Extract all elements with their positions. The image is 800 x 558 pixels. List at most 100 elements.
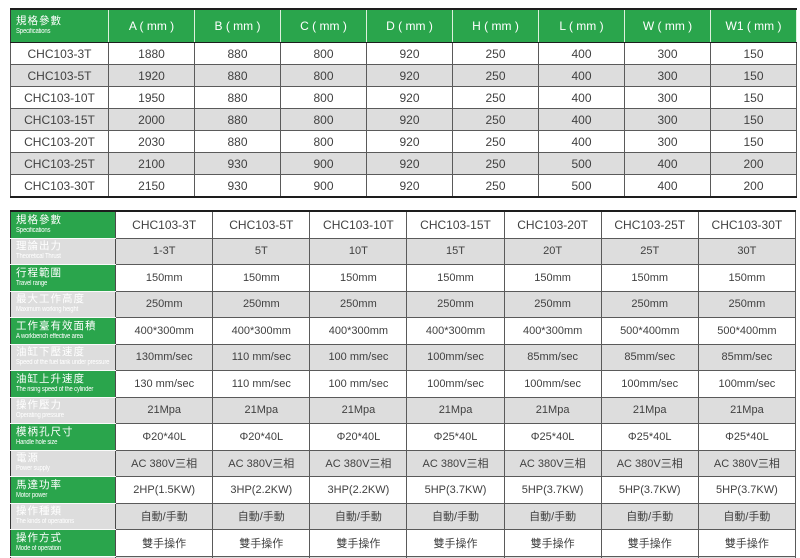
- table-cell: Φ25*40L: [406, 423, 505, 451]
- table-cell: 250: [452, 174, 539, 198]
- row-label: 電源 Power supply: [9, 449, 117, 477]
- row-label: 油容量Oil Capacity: [9, 555, 117, 558]
- table-cell: 150mm: [600, 264, 699, 292]
- table-cell: 2HP(1.5KW): [115, 476, 214, 504]
- table-cell: 150mm: [115, 264, 214, 292]
- table-cell: 自動/手動: [406, 502, 505, 530]
- table-cell: 130 mm/sec: [115, 370, 214, 398]
- row-label-en-label: Theoretical Thrust: [16, 253, 61, 261]
- table-cell: 150: [710, 42, 797, 65]
- spec-header: 規格參數 Specifications: [10, 8, 109, 43]
- model-name: CHC103-3T: [10, 42, 109, 65]
- row-label-en-label: Speed of the fuel tank under pressure: [16, 359, 110, 367]
- table-cell: 150mm: [212, 264, 311, 292]
- table-cell: 5T: [212, 237, 311, 265]
- row-label-zh-label: 油缸上升速度: [16, 372, 85, 385]
- table-cell: 21Mpa: [115, 396, 214, 424]
- table-cell: 300: [624, 42, 711, 65]
- table-cell: 100L: [697, 555, 797, 558]
- table-cell: 400*300mm: [212, 317, 311, 345]
- table-row: 操作壓力 Operating pressure 21Mpa 21Mpa 21Mpa 21M…: [9, 396, 797, 424]
- row-label: 操作方式 Mode of operation: [9, 529, 117, 557]
- table-cell: 800: [280, 108, 367, 131]
- table-row: 油缸下壓速度 Speed of the fuel tank under press…: [9, 343, 797, 371]
- table-cell: 200: [710, 174, 797, 198]
- table-cell: 雙手操作: [697, 529, 797, 557]
- table-cell: Φ25*40L: [503, 423, 602, 451]
- spec-header-2-zh-label: 規格參數: [16, 213, 62, 226]
- row-label: 模柄孔尺寸 Handle hole size: [9, 423, 117, 451]
- table-row: CHC103-10T 1950 880 800 920 250 400 300 150: [10, 86, 797, 109]
- table-cell: 400: [538, 64, 625, 87]
- table-cell: 920: [366, 42, 453, 65]
- row-label: 工作臺有效面積 A workbench effective area: [9, 317, 117, 345]
- table-cell: 5HP(3.7KW): [697, 476, 797, 504]
- row-label-zh-label: 理論出力: [16, 240, 62, 253]
- table-cell: 100mm/sec: [600, 370, 699, 398]
- table-cell: Φ25*40L: [600, 423, 699, 451]
- table-cell: 100mm/sec: [697, 370, 797, 398]
- table-cell: 21Mpa: [212, 396, 311, 424]
- row-label-en-label: Maximum working height: [16, 306, 79, 314]
- table-cell: 85mm/sec: [697, 343, 797, 371]
- model-column-header: CHC103-30T: [697, 210, 797, 239]
- spec-header-2: 規格參數 Specifications: [9, 210, 117, 239]
- table-cell: 自動/手動: [212, 502, 311, 530]
- table-cell: 100 mm/sec: [309, 343, 408, 371]
- table-cell: 500: [538, 174, 625, 198]
- table-cell: AC 380V三相: [503, 449, 602, 477]
- table-row: 電源 Power supply AC 380V三相 AC 380V三相 AC 380V三…: [9, 449, 797, 477]
- model-column-header: CHC103-3T: [115, 210, 214, 239]
- table-cell: 880: [194, 130, 281, 153]
- table-cell: 3HP(2.2KW): [309, 476, 408, 504]
- table-cell: 自動/手動: [115, 502, 214, 530]
- model-column-header: CHC103-10T: [309, 210, 408, 239]
- table-cell: 150: [710, 130, 797, 153]
- table-cell: 100 mm/sec: [309, 370, 408, 398]
- table-cell: 800: [280, 64, 367, 87]
- table-cell: 400: [538, 108, 625, 131]
- table-cell: 2030: [108, 130, 195, 153]
- dimensions-table: 規格參數 Specifications A ( mm ) B ( mm ) C ( mm…: [10, 8, 797, 198]
- row-label: 油缸上升速度 The rising speed of the cylinder: [9, 370, 117, 398]
- column-header: H ( mm ): [452, 8, 539, 43]
- table-cell: 1920: [108, 64, 195, 87]
- column-header: L ( mm ): [538, 8, 625, 43]
- table-row: 工作臺有效面積 A workbench effective area 400*300…: [9, 317, 797, 345]
- table-cell: 自動/手動: [309, 502, 408, 530]
- table-cell: 110 mm/sec: [212, 343, 311, 371]
- table-cell: 15T: [406, 237, 505, 265]
- table-cell: 300: [624, 130, 711, 153]
- row-label-zh-label: 最大工作高度: [16, 293, 85, 306]
- table-cell: 300: [624, 108, 711, 131]
- row-label-en-label: Handle hole size: [16, 438, 58, 446]
- table-cell: 5HP(3.7KW): [503, 476, 602, 504]
- table-cell: 800: [280, 86, 367, 109]
- table-cell: 雙手操作: [212, 529, 311, 557]
- table-cell: 2100: [108, 152, 195, 175]
- table-cell: 880: [194, 64, 281, 87]
- model-name: CHC103-5T: [10, 64, 109, 87]
- table-row: 理論出力 Theoretical Thrust 1-3T 5T 10T 15T 20T 25T…: [9, 237, 797, 265]
- table-cell: 100mm/sec: [406, 370, 505, 398]
- table-cell: 900: [280, 152, 367, 175]
- table-cell: 150mm: [697, 264, 797, 292]
- row-label: 行程範圍 Travel range: [9, 264, 117, 292]
- table-cell: 250mm: [600, 290, 699, 318]
- row-label-zh-label: 模柄孔尺寸: [16, 425, 74, 438]
- table-cell: 400: [624, 152, 711, 175]
- table-row: CHC103-25T 2100 930 900 920 250 500 400 200: [10, 152, 797, 175]
- table-cell: 400: [538, 86, 625, 109]
- parameters-table-body: 規格參數 Specifications CHC103-3T CHC103-5T CHC1…: [9, 210, 797, 558]
- model-name: CHC103-10T: [10, 86, 109, 109]
- table-cell: 150mm: [406, 264, 505, 292]
- row-label: 油缸下壓速度 Speed of the fuel tank under press…: [9, 343, 117, 371]
- table-cell: 150mm: [503, 264, 602, 292]
- table-cell: 150: [710, 108, 797, 131]
- table-cell: Φ25*40L: [697, 423, 797, 451]
- row-label-zh-label: 油缸下壓速度: [16, 346, 85, 359]
- table-cell: 雙手操作: [309, 529, 408, 557]
- table-cell: 920: [366, 174, 453, 198]
- table-row: 操作方式 Mode of operation 雙手操作 雙手操作 雙手操作 雙手操作 雙手操…: [9, 529, 797, 557]
- table-cell: 21Mpa: [406, 396, 505, 424]
